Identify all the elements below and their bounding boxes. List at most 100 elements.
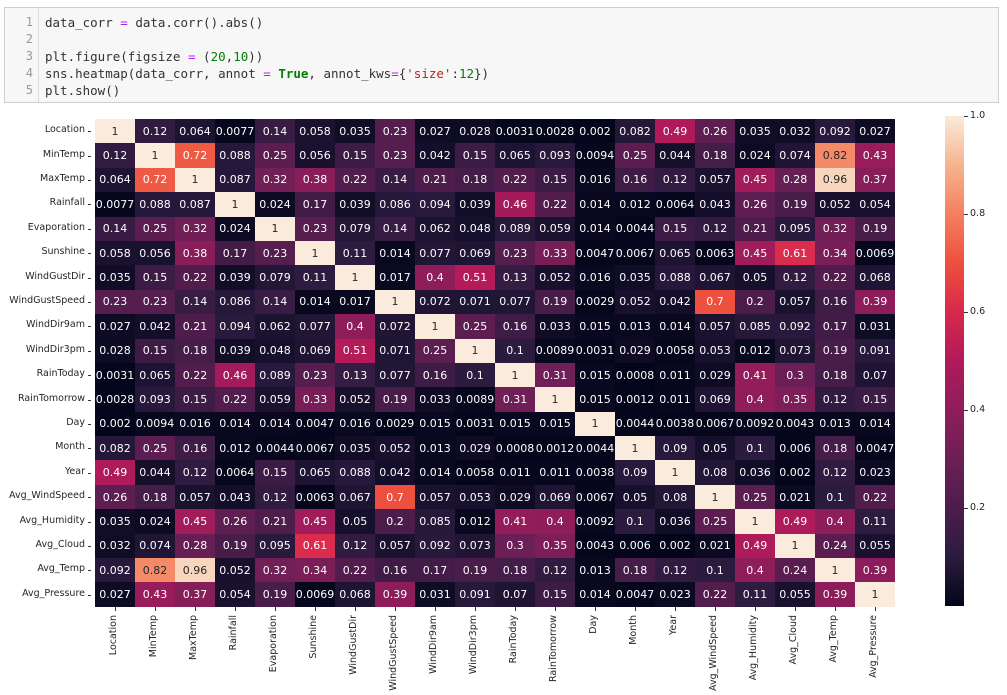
heatmap-cell: 0.089 [495, 216, 535, 241]
heatmap-cell: 0.028 [95, 338, 135, 363]
x-tick [275, 607, 276, 611]
x-axis-labels: Location MinTemp MaxTemp Rainfall Evaporatio… [95, 607, 895, 695]
colorbar-tick [964, 116, 968, 117]
heatmap-cell: 0.0063 [695, 240, 735, 266]
y-tick [88, 302, 91, 303]
x-tick-label: WindGustSpeed [388, 615, 399, 691]
heatmap-cell: 0.029 [495, 484, 535, 510]
heatmap-cell: 0.065 [495, 143, 535, 168]
code-line[interactable]: 1 data_corr = data.corr().abs() [5, 14, 998, 31]
y-tick [88, 350, 91, 352]
heatmap-cell: 0.093 [535, 143, 575, 168]
x-tick-label: WindDir9am [428, 615, 439, 674]
heatmap-cell: 0.052 [215, 558, 255, 583]
heatmap-cell: 0.0044 [255, 436, 295, 461]
heatmap-cell: 0.0008 [495, 436, 535, 461]
heatmap-cell: 0.017 [375, 265, 415, 290]
heatmap-cell: 0.31 [535, 362, 575, 388]
heatmap-cell: 0.22 [495, 167, 535, 193]
heatmap-cell: 0.22 [175, 362, 215, 388]
heatmap-cell: 0.0069 [855, 240, 895, 266]
x-tick [755, 607, 756, 611]
heatmap-cell: 0.7 [375, 484, 415, 510]
x-tick [315, 607, 316, 611]
code-line[interactable]: 4 sns.heatmap(data_corr, annot = True, an… [5, 65, 998, 82]
y-tick [88, 253, 91, 255]
line-number-gutter [5, 8, 39, 102]
heatmap-cell: 0.12 [655, 558, 695, 583]
heatmap-cell: 0.22 [815, 265, 855, 290]
heatmap-cell: 0.068 [335, 582, 375, 607]
heatmap-cell: 0.16 [375, 558, 415, 583]
heatmap-cell: 0.094 [215, 314, 255, 339]
heatmap-cell: 0.38 [295, 167, 335, 193]
heatmap-cell: 1 [535, 387, 575, 412]
heatmap-cell: 0.18 [815, 362, 855, 388]
heatmap-cell: 0.0092 [575, 509, 615, 534]
line-number: 1 [25, 15, 33, 29]
heatmap-cell: 0.23 [255, 240, 295, 266]
heatmap-cell: 0.095 [255, 533, 295, 559]
heatmap-cell: 0.033 [415, 387, 455, 412]
heatmap-cell: 0.077 [415, 240, 455, 266]
heatmap-cell: 0.0077 [95, 192, 135, 217]
heatmap-cell: 0.054 [215, 582, 255, 607]
heatmap-cell: 0.4 [535, 509, 575, 534]
heatmap-cell: 0.029 [695, 362, 735, 388]
code-line[interactable]: 3 plt.figure(figsize = (20,10)) [5, 48, 998, 65]
heatmap-cell: 0.19 [455, 558, 495, 583]
colorbar-tick-label: 1.0 [970, 110, 986, 121]
x-tick-label: MaxTemp [188, 615, 199, 660]
x-tick-label: Day [588, 615, 599, 634]
code-line[interactable]: 2 [5, 31, 998, 48]
heatmap-cell: 0.002 [95, 411, 135, 437]
heatmap-cell: 0.0058 [655, 338, 695, 363]
heatmap-cell: 0.036 [735, 460, 775, 485]
heatmap-cell: 0.088 [335, 460, 375, 485]
x-tick-label: Avg_WindSpeed [708, 615, 719, 691]
heatmap-cell: 0.015 [575, 387, 615, 412]
heatmap-cell: 0.11 [335, 240, 375, 266]
heatmap-cell: 0.052 [615, 289, 655, 315]
heatmap-cell: 0.088 [655, 265, 695, 290]
y-tick [88, 204, 91, 206]
heatmap-cell: 0.05 [615, 484, 655, 510]
heatmap-cell: 0.067 [695, 265, 735, 290]
heatmap-cell: 0.027 [95, 314, 135, 339]
heatmap-cell: 0.031 [855, 314, 895, 339]
y-tick-label: Rainfall [49, 197, 85, 209]
heatmap-cell: 0.05 [735, 265, 775, 290]
heatmap-cell: 0.4 [815, 509, 855, 534]
heatmap-cell: 0.39 [855, 558, 895, 583]
heatmap-cell: 0.044 [135, 460, 175, 485]
heatmap-cell: 0.12 [815, 387, 855, 412]
y-tick-label: MinTemp [42, 148, 85, 160]
code-line[interactable]: 5 plt.show() [5, 82, 998, 99]
heatmap-cell: 0.39 [815, 582, 855, 607]
heatmap-cell: 0.4 [335, 314, 375, 339]
x-tick [675, 607, 676, 611]
heatmap-cell: 0.012 [215, 436, 255, 461]
heatmap-cell: 1 [295, 240, 335, 266]
heatmap-cell: 0.011 [655, 362, 695, 388]
heatmap-cell: 0.18 [815, 436, 855, 461]
code-cell[interactable]: 1 data_corr = data.corr().abs() 2 3 plt.figu… [4, 7, 999, 103]
y-tick [88, 521, 91, 523]
heatmap-cell: 0.46 [215, 362, 255, 388]
heatmap-cell: 0.016 [575, 167, 615, 193]
heatmap-cell: 0.082 [615, 119, 655, 144]
heatmap-cell: 0.15 [535, 582, 575, 607]
x-tick [395, 607, 396, 611]
heatmap-cell: 0.0064 [655, 192, 695, 217]
heatmap-cell: 0.064 [175, 119, 215, 144]
heatmap-cell: 1 [855, 582, 895, 607]
heatmap-cell: 0.26 [95, 484, 135, 510]
heatmap-cell: 0.013 [615, 314, 655, 339]
heatmap-cell: 0.24 [815, 533, 855, 559]
heatmap-cell: 0.49 [95, 460, 135, 485]
heatmap-cell: 0.095 [775, 216, 815, 241]
heatmap-cell: 0.13 [495, 265, 535, 290]
x-tick [435, 607, 436, 611]
heatmap-cell: 0.15 [175, 387, 215, 412]
heatmap-cell: 0.035 [95, 509, 135, 534]
